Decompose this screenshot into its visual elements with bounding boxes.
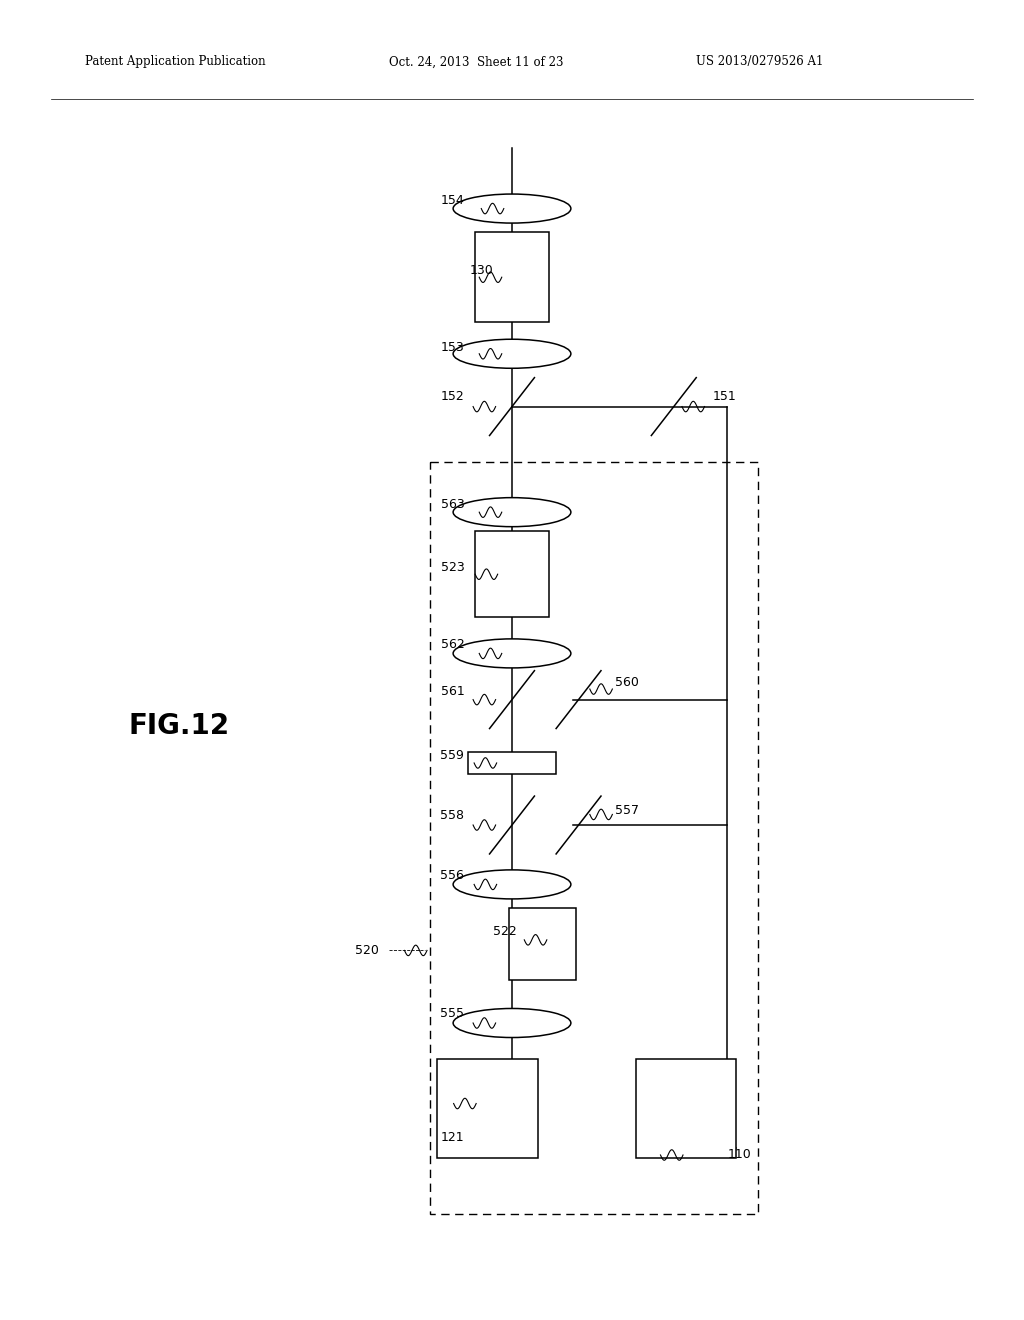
Text: US 2013/0279526 A1: US 2013/0279526 A1 (696, 55, 823, 69)
Text: 555: 555 (440, 1007, 464, 1020)
Text: 153: 153 (441, 341, 465, 354)
Ellipse shape (453, 498, 571, 527)
Text: Oct. 24, 2013  Sheet 11 of 23: Oct. 24, 2013 Sheet 11 of 23 (389, 55, 563, 69)
Ellipse shape (453, 194, 571, 223)
Ellipse shape (453, 339, 571, 368)
Text: 110: 110 (728, 1148, 752, 1162)
Text: Patent Application Publication: Patent Application Publication (85, 55, 265, 69)
Bar (475, 232, 549, 322)
Ellipse shape (453, 870, 571, 899)
Text: 561: 561 (441, 685, 465, 698)
Text: 563: 563 (441, 498, 465, 511)
Text: 559: 559 (440, 748, 464, 762)
Bar (430, 462, 758, 1214)
Text: 557: 557 (615, 804, 639, 817)
Text: 523: 523 (441, 561, 465, 574)
Text: 556: 556 (440, 869, 464, 882)
Text: 522: 522 (494, 925, 517, 939)
Text: 152: 152 (441, 389, 465, 403)
Text: 121: 121 (440, 1131, 464, 1144)
Text: 151: 151 (713, 389, 736, 403)
Text: 560: 560 (615, 676, 639, 689)
Ellipse shape (453, 1008, 571, 1038)
Bar (437, 1059, 538, 1159)
Text: 520: 520 (355, 944, 379, 957)
Text: FIG.12: FIG.12 (129, 711, 229, 741)
Text: 558: 558 (440, 809, 464, 822)
Text: 130: 130 (470, 264, 494, 277)
Text: 154: 154 (441, 194, 465, 207)
Text: 562: 562 (441, 638, 465, 651)
Bar (469, 752, 555, 774)
Bar (510, 908, 575, 979)
Bar (636, 1059, 736, 1159)
Ellipse shape (453, 639, 571, 668)
Bar (475, 531, 549, 616)
